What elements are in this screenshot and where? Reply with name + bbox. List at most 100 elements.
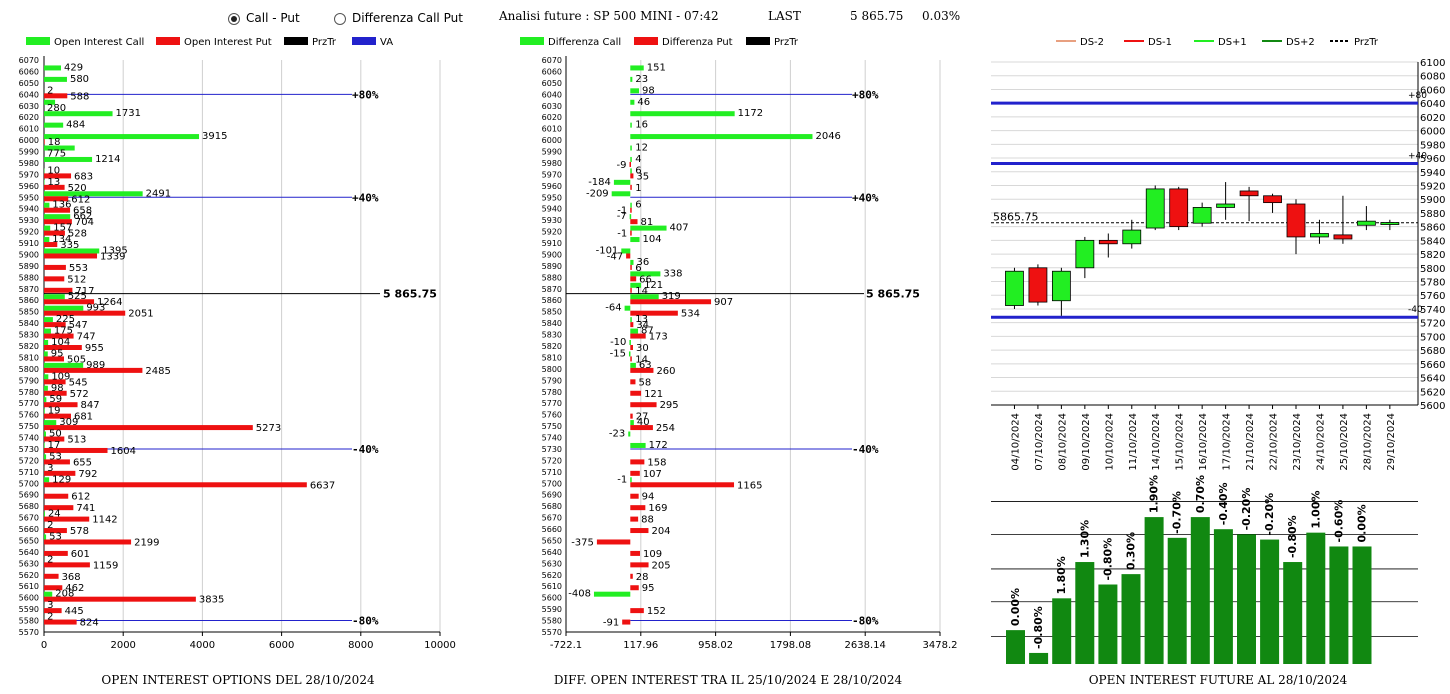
diff-call-bar xyxy=(630,88,640,94)
diff-call-bar xyxy=(613,179,631,185)
oi-put-value: 1159 xyxy=(93,560,118,571)
candle-date-label: 17/10/2024 xyxy=(1222,413,1233,471)
oi-call-bar xyxy=(44,374,49,380)
candle-y-tick-label: 5960 xyxy=(1420,154,1445,165)
oi-put-value: 5273 xyxy=(256,423,281,434)
candle-y-tick-label: 6020 xyxy=(1420,113,1445,124)
oi-put-value: 588 xyxy=(70,91,89,102)
future-bar xyxy=(1352,546,1372,664)
oi-put-value: 1264 xyxy=(97,297,122,308)
legend-oi-va-swatch xyxy=(352,37,376,45)
oi-call-value: 2491 xyxy=(146,188,171,199)
future-bar-label: 1.80% xyxy=(1055,556,1068,594)
diff-put-bar xyxy=(630,379,636,385)
diff-strike-label: 5630 xyxy=(542,559,562,568)
candle-y-tick-label: 5860 xyxy=(1420,223,1445,234)
diff-strike-label: 5570 xyxy=(542,628,562,637)
candle-y-tick-label: 5700 xyxy=(1420,332,1445,343)
candle-legend-label: DS-2 xyxy=(1080,37,1104,48)
oi-call-bar xyxy=(44,420,57,426)
oi-call-bar xyxy=(44,511,45,517)
oi-call-bar xyxy=(44,76,67,82)
diff-put-bar xyxy=(630,173,634,179)
candle-body xyxy=(1169,188,1189,228)
diff-put-value: 35 xyxy=(636,171,649,182)
diff-put-value: -9 xyxy=(617,160,627,171)
future-bar-label: 1.30% xyxy=(1078,520,1091,558)
diff-put-bar xyxy=(626,253,631,259)
diff-put-value: 34 xyxy=(636,320,649,331)
oi-call-bar xyxy=(44,408,45,414)
oi-put-value: 775 xyxy=(47,149,66,160)
diff-call-value: 23 xyxy=(635,74,648,85)
diff-call-bar xyxy=(630,294,659,300)
candle-y-tick-label: 5980 xyxy=(1420,140,1445,151)
diff-strike-label: 6060 xyxy=(542,67,562,76)
last-value: 5 865.75 xyxy=(850,9,904,23)
diff-call-value: 104 xyxy=(643,234,662,245)
diff-put-value: 158 xyxy=(647,457,666,468)
oi-x-tick-label: 8000 xyxy=(348,640,373,651)
candle-price-label: 5865.75 xyxy=(993,211,1039,224)
diff-strike-label: 5820 xyxy=(542,342,562,351)
diff-strike-label: 5750 xyxy=(542,422,562,431)
candle-body xyxy=(1380,222,1400,225)
oi-put-bar xyxy=(44,447,108,453)
oi-x-tick-label: 6000 xyxy=(269,640,294,651)
oi-put-bar xyxy=(44,299,95,305)
oi-put-value: 601 xyxy=(71,549,90,560)
diff-call-bar xyxy=(630,99,635,105)
diff-put-bar xyxy=(630,333,646,339)
diff-call-value: 36 xyxy=(637,257,650,268)
oi-call-value: 98 xyxy=(51,383,64,394)
diff-call-bar xyxy=(630,168,632,174)
oi-strike-label: 5580 xyxy=(19,617,39,626)
oi-put-value: 445 xyxy=(65,606,84,617)
oi-ref-label: -40% xyxy=(352,443,379,456)
oi-strike-label: 5770 xyxy=(19,399,39,408)
diff-call-value: -23 xyxy=(609,429,625,440)
diff-call-bar xyxy=(630,328,639,334)
candle-body xyxy=(1216,203,1236,208)
diff-x-tick-label: 3478.2 xyxy=(923,640,958,651)
diff-put-bar xyxy=(630,459,645,465)
last-label: LAST xyxy=(768,9,801,23)
oi-put-value: 462 xyxy=(65,583,84,594)
diff-radio[interactable] xyxy=(334,13,346,25)
diff-strike-label: 5870 xyxy=(542,285,562,294)
oi-call-bar xyxy=(44,328,51,334)
oi-strike-label: 5950 xyxy=(19,193,39,202)
diff-put-value: 95 xyxy=(642,583,655,594)
diff-strike-label: 5610 xyxy=(542,582,562,591)
oi-call-value: 17 xyxy=(48,440,61,451)
diff-strike-label: 5930 xyxy=(542,216,562,225)
diff-put-value: 295 xyxy=(660,400,679,411)
oi-strike-label: 5740 xyxy=(19,434,39,443)
diff-strike-label: 5690 xyxy=(542,491,562,500)
diff-call-bar xyxy=(629,214,632,220)
oi-call-value: 13 xyxy=(48,177,61,188)
oi-put-bar xyxy=(44,356,64,362)
oi-ref-label: -80% xyxy=(352,615,379,628)
oi-put-value: 612 xyxy=(71,194,90,205)
oi-call-value: 2 xyxy=(47,554,53,565)
diff-call-value: 63 xyxy=(639,360,652,371)
oi-put-bar xyxy=(44,287,73,293)
candle-legend-label: PrzTr xyxy=(1354,37,1379,48)
diff-put-value: 169 xyxy=(648,503,667,514)
oi-put-value: 572 xyxy=(70,389,89,400)
legend-oi-prztr-label: PrzTr xyxy=(312,37,337,48)
diff-strike-label: 5980 xyxy=(542,159,562,168)
diff-strike-label: 5730 xyxy=(542,445,562,454)
oi-put-value: 280 xyxy=(47,103,66,114)
call-put-radio[interactable] xyxy=(228,13,240,25)
future-bar xyxy=(1167,537,1187,664)
diff-call-value: -7 xyxy=(617,211,627,222)
diff-call-value: 40 xyxy=(637,417,650,428)
oi-strike-label: 6050 xyxy=(19,79,39,88)
oi-strike-label: 5810 xyxy=(19,353,39,362)
oi-strike-label: 5870 xyxy=(19,285,39,294)
oi-put-bar xyxy=(44,585,63,591)
diff-put-bar xyxy=(630,287,632,293)
oi-call-value: 2 xyxy=(47,520,53,531)
